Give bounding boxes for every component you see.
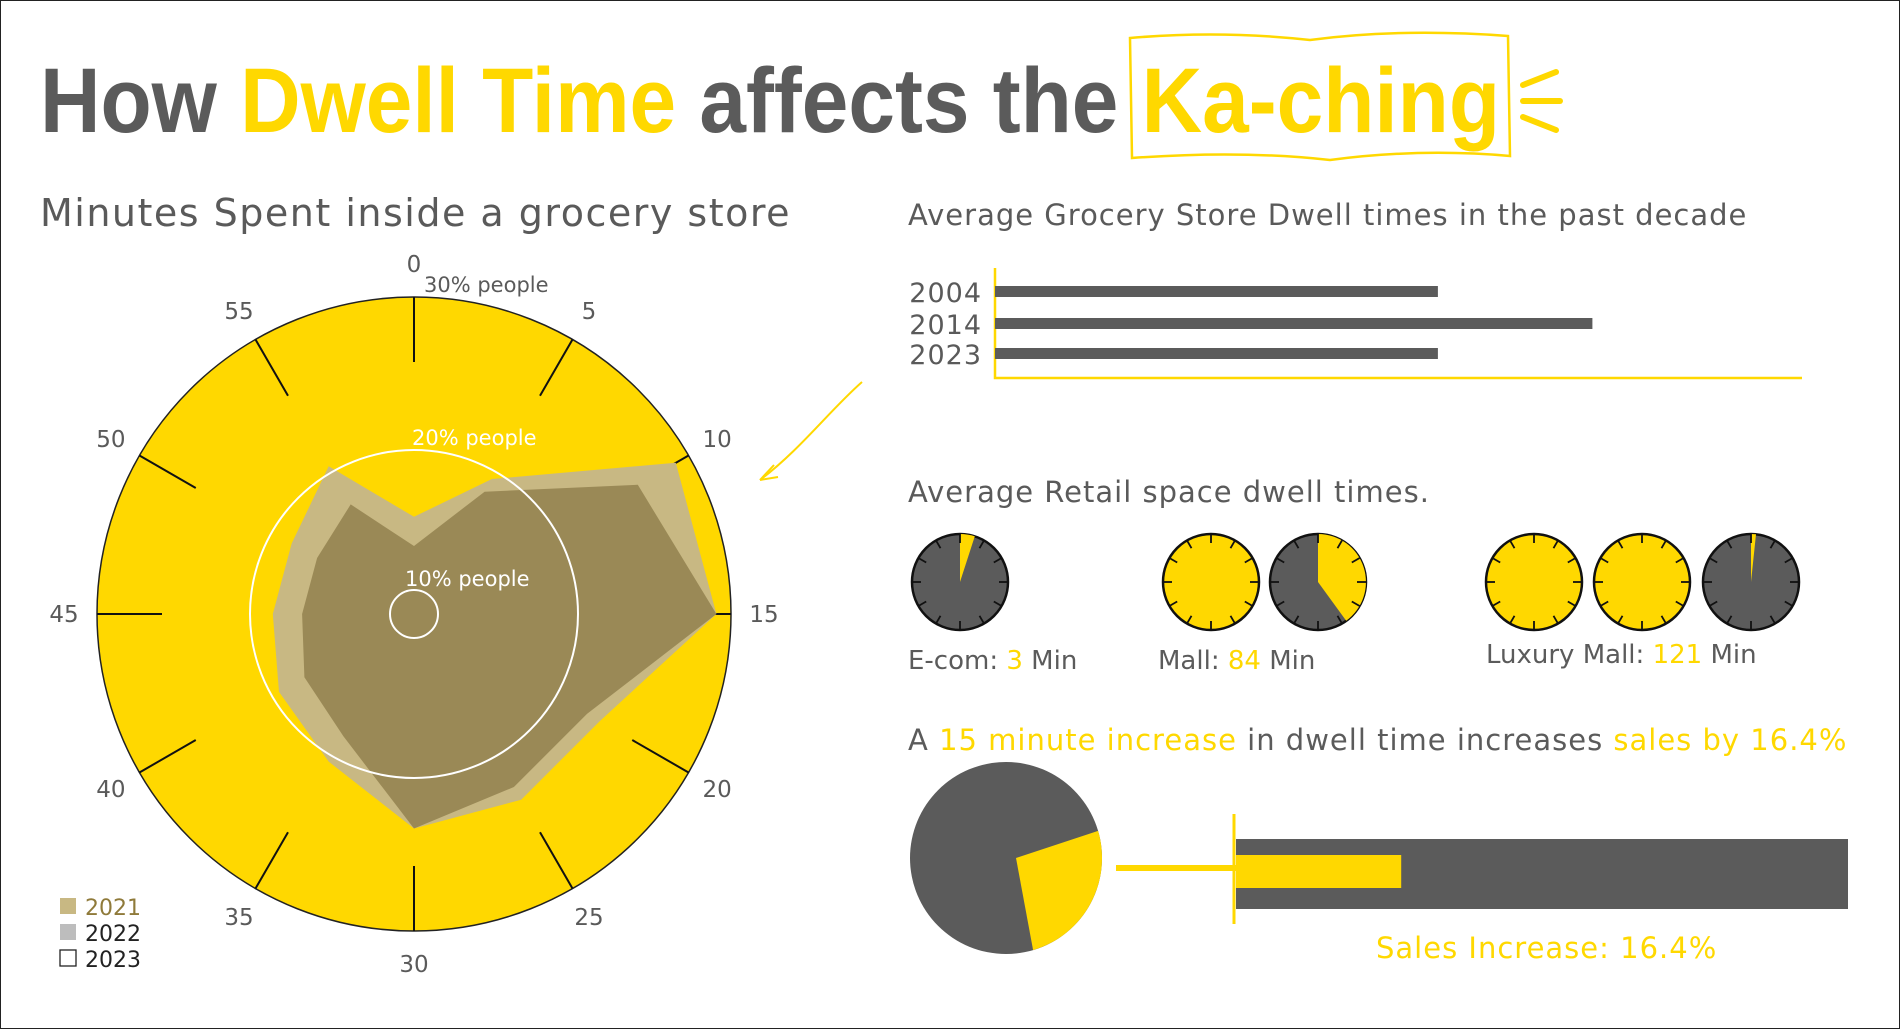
radar-spoke-35: [254, 831, 289, 890]
kaching-banner: [1128, 31, 1512, 162]
decade-axes: [993, 268, 1802, 380]
ring-20: [249, 449, 579, 779]
radar-legend: 2021 2022 2023: [59, 896, 141, 973]
legend-label-2023: 2023: [85, 948, 141, 973]
radar-chart: 10% people 20% people 30% people 0 5 10 15 2…: [49, 252, 778, 978]
radar-spoke-25: [539, 831, 574, 890]
legend-swatch-2021: [60, 898, 76, 914]
ring-label-10: 10% people: [405, 567, 530, 591]
sales-bar: [1232, 814, 1848, 924]
decade-bar-2004: [995, 286, 1438, 297]
radar-angle-label-55: 55: [224, 299, 253, 325]
radar-angle-label-0: 0: [407, 252, 422, 278]
retail-heading: Average Retail space dwell times.: [908, 475, 1430, 509]
legend-label-2021: 2021: [85, 896, 141, 921]
pie-slice-increase: [1016, 830, 1103, 951]
radar-angle-label-50: 50: [96, 427, 125, 453]
radar-angle-label-35: 35: [224, 905, 253, 931]
ring-10: [389, 589, 439, 639]
kaching-sparkle-icon: [1520, 69, 1563, 133]
legend-swatch-2023: [59, 949, 77, 967]
decade-year-label-2014: 2014: [909, 310, 982, 341]
clock-ecom: [910, 532, 1010, 632]
radar-spoke-5: [539, 338, 574, 397]
radar-angle-label-10: 10: [702, 427, 731, 453]
clock-mall-2: [1268, 532, 1368, 632]
sales-bar-fill: [1236, 855, 1402, 888]
mall-label: Mall: 84 Min: [1158, 646, 1315, 676]
page-title: How Dwell Time affects the Ka-ching: [40, 50, 1500, 152]
radar-angle-label-40: 40: [96, 777, 125, 803]
ring-label-30: 30% people: [424, 273, 549, 297]
clock-mall-1: [1161, 532, 1261, 632]
retail-clocks: [910, 532, 1801, 632]
radar-angle-label-45: 45: [49, 602, 78, 628]
decade-bar-2014: [995, 318, 1593, 329]
radar-angle-label-25: 25: [574, 905, 603, 931]
sales-bar-label: Sales Increase: 16.4%: [1376, 931, 1717, 965]
radar-series-2022: [302, 484, 717, 829]
ecom-label: E-com: 3 Min: [908, 646, 1077, 676]
sales-heading: A 15 minute increase in dwell time incre…: [908, 723, 1847, 757]
sales-pie: [910, 762, 1103, 954]
decade-bar-2023: [995, 348, 1438, 359]
clock-luxury-1: [1484, 532, 1584, 632]
title-block: How Dwell Time affects the Ka-ching: [40, 31, 1563, 162]
radar-angle-label-5: 5: [582, 299, 597, 325]
radar-angle-label-15: 15: [749, 602, 778, 628]
radar-spoke-40: [138, 739, 197, 774]
radar-angle-label-20: 20: [702, 777, 731, 803]
ring-label-20: 20% people: [412, 426, 537, 450]
decade-year-label-2023: 2023: [909, 340, 982, 371]
legend-swatch-2022: [60, 924, 76, 940]
radar-spoke-55: [254, 338, 289, 397]
callout-arrowhead: [759, 464, 779, 481]
legend-label-2022: 2022: [85, 922, 141, 947]
decade-year-label-2004: 2004: [909, 278, 982, 309]
callout-arrow: [759, 381, 863, 481]
clock-luxury-2: [1592, 532, 1692, 632]
radar-angle-label-30: 30: [399, 952, 428, 978]
radar-heading: Minutes Spent inside a grocery store: [40, 191, 791, 235]
clock-luxury-3: [1701, 532, 1801, 632]
radar-spoke-20: [631, 739, 690, 774]
decade-heading: Average Grocery Store Dwell times in the…: [908, 198, 1747, 232]
luxury-mall-label: Luxury Mall: 121 Min: [1486, 640, 1757, 670]
radar-angle-labels: 0 5 10 15 20 25 30 35 40 45 50 55: [49, 252, 778, 978]
radar-spoke-50: [138, 454, 197, 489]
